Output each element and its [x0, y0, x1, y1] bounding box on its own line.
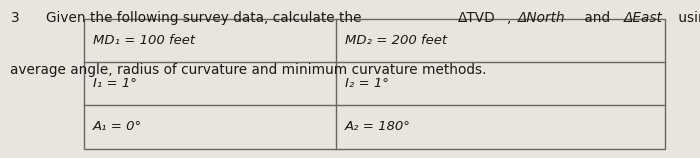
Text: A₁ = 0°: A₁ = 0° — [93, 120, 142, 133]
Text: ΔEast: ΔEast — [624, 11, 663, 25]
Bar — [84, 19, 665, 149]
Text: MD₁ = 100 feet: MD₁ = 100 feet — [93, 34, 195, 47]
Text: I₂ = 1°: I₂ = 1° — [345, 77, 389, 90]
Text: MD₂ = 200 feet: MD₂ = 200 feet — [345, 34, 447, 47]
Text: ,: , — [507, 11, 515, 25]
Text: ΔTVD: ΔTVD — [458, 11, 496, 25]
Text: and: and — [580, 11, 614, 25]
Text: A₂ = 180°: A₂ = 180° — [345, 120, 411, 133]
Text: using the: using the — [674, 11, 700, 25]
Text: ΔNorth: ΔNorth — [518, 11, 566, 25]
Text: average angle, radius of curvature and minimum curvature methods.: average angle, radius of curvature and m… — [10, 63, 487, 77]
Text: I₁ = 1°: I₁ = 1° — [93, 77, 137, 90]
Text: Given the following survey data, calculate the: Given the following survey data, calcula… — [46, 11, 365, 25]
Text: 3: 3 — [10, 11, 19, 25]
